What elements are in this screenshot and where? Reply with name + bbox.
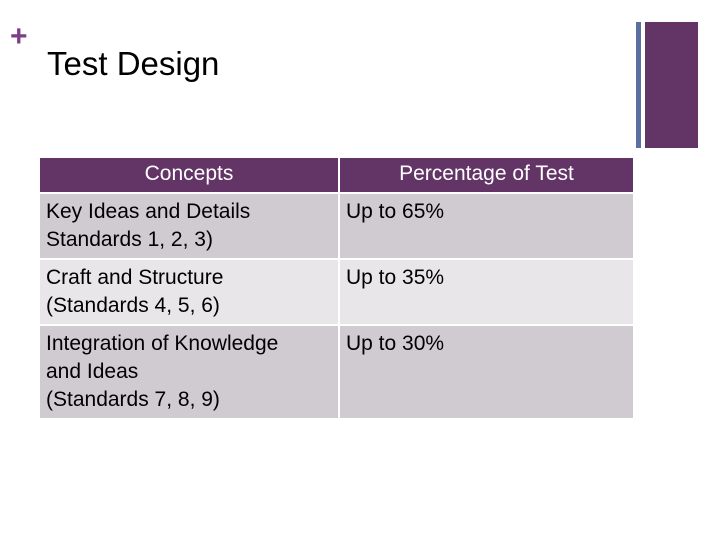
concept-cell: Key Ideas and Details Standards 1, 2, 3) (38, 192, 340, 260)
decorative-bar-thin (636, 22, 641, 148)
table-header-row: Concepts Percentage of Test (38, 156, 635, 194)
slide-title: Test Design (47, 45, 220, 82)
concept-line: Key Ideas and Details (46, 200, 251, 223)
concept-line: and Ideas (46, 360, 139, 383)
header-concepts: Concepts (38, 156, 340, 194)
percent-cell: Up to 65% (338, 192, 635, 260)
table-row: Key Ideas and Details Standards 1, 2, 3)… (38, 192, 635, 260)
percent-cell: Up to 35% (338, 258, 635, 326)
concept-line: Integration of Knowledge (46, 332, 279, 355)
table-row: Integration of Knowledge and Ideas (Stan… (38, 324, 635, 420)
percent-cell: Up to 30% (338, 324, 635, 420)
concept-line: (Standards 7, 8, 9) (46, 388, 220, 411)
header-percentage: Percentage of Test (338, 156, 635, 194)
concept-line: Craft and Structure (46, 266, 224, 289)
plus-icon: + (10, 20, 28, 53)
decorative-bar-block (645, 22, 698, 148)
concept-line: (Standards 4, 5, 6) (46, 294, 220, 317)
test-design-table: Concepts Percentage of Test Key Ideas an… (38, 156, 635, 420)
concept-cell: Integration of Knowledge and Ideas (Stan… (38, 324, 340, 420)
concept-cell: Craft and Structure (Standards 4, 5, 6) (38, 258, 340, 326)
concept-line: Standards 1, 2, 3) (46, 228, 213, 251)
table-row: Craft and Structure (Standards 4, 5, 6) … (38, 258, 635, 326)
